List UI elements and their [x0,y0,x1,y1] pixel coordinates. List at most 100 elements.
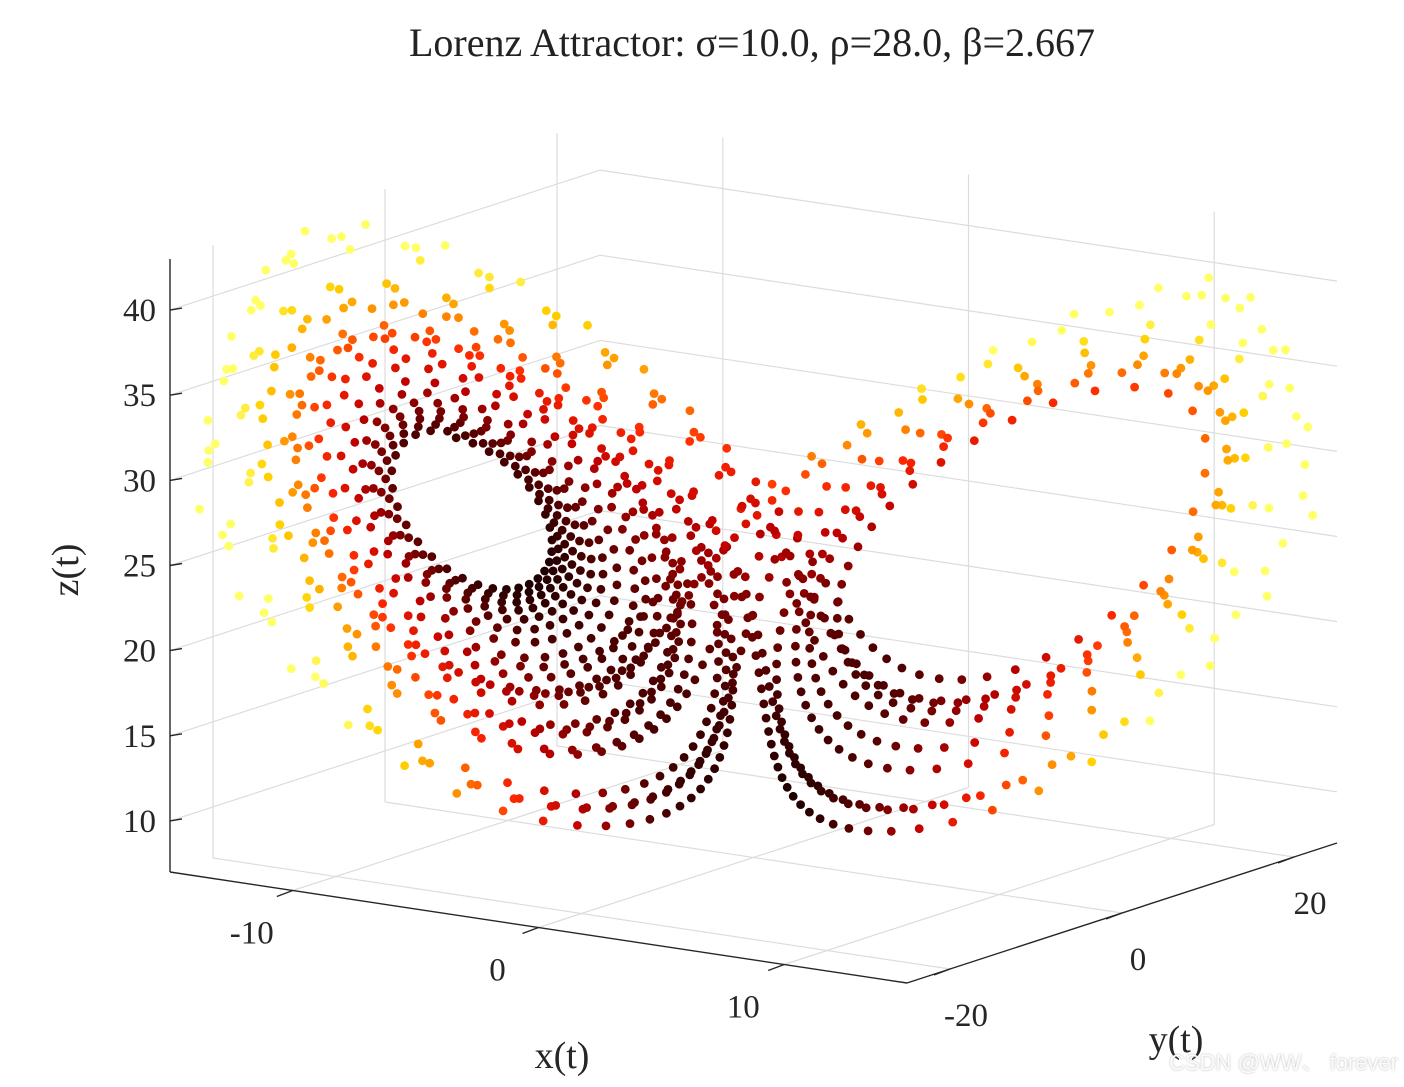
scatter-point [795,572,804,581]
scatter-point [1136,670,1145,679]
scatter-point [543,397,552,406]
scatter-point [566,532,575,541]
scatter-point [558,565,567,574]
scatter-point [393,665,402,674]
scatter-point [552,556,561,565]
scatter-point [890,689,899,698]
scatter-point [754,631,763,640]
scatter-point [516,662,525,671]
scatter-point [475,351,484,360]
scatter-point [738,502,747,511]
scatter-point [939,442,948,451]
scatter-point [450,394,459,403]
z-tick-mark [170,649,182,651]
scatter-point [551,432,560,441]
scatter-point [1007,705,1016,714]
scatter-point [855,512,864,521]
scatter-point [585,538,594,547]
scatter-point [315,366,324,375]
scatter-point [1002,781,1011,790]
scatter-point [576,688,585,697]
scatter-point [887,827,896,836]
scatter-point [765,573,774,582]
scatter-point [286,390,295,399]
scatter-point [531,638,540,647]
scatter-point [1261,567,1270,576]
scatter-point [348,652,357,661]
scatter-point [722,666,731,675]
scatter-point [402,521,411,530]
scatter-point [288,306,297,315]
scatter-point [424,365,433,374]
scatter-point [566,669,575,678]
scatter-point [818,459,827,468]
scatter-point [452,789,461,798]
scatter-point [684,591,693,600]
scatter-point [558,526,567,535]
scatter-point [864,759,873,768]
scatter-point [354,494,363,503]
scatter-point [686,406,695,415]
scatter-point [834,597,843,606]
scatter-point [697,543,706,552]
scatter-point [319,679,328,688]
scatter-point [459,413,468,422]
scatter-point [684,517,693,526]
scatter-point [569,416,578,425]
scatter-point [426,592,435,601]
scatter-point [766,523,775,532]
scatter-point [1238,339,1247,348]
scatter-point [648,511,657,520]
scatter-point [648,553,657,562]
scatter-point [805,808,814,817]
scatter-point [610,596,619,605]
scatter-point [1130,611,1139,620]
scatter-point [505,719,514,728]
scatter-point [1083,650,1092,659]
scatter-point [461,763,470,772]
scatter-point [703,746,712,755]
scatter-point [568,439,577,448]
scatter-point [492,390,501,399]
scatter-point [858,455,867,464]
scatter-point [768,697,777,706]
scatter-point [525,580,534,589]
scatter-point [541,653,550,662]
scatter-point [372,642,381,651]
scatter-point [401,377,410,386]
scatter-point [552,352,561,361]
scatter-point [794,531,803,540]
scatter-point [389,589,398,598]
scatter-point [806,593,815,602]
scatter-point [772,711,781,720]
scatter-point [329,513,338,522]
scatter-point [1188,406,1197,415]
scatter-point [414,422,423,431]
scatter-point [582,803,591,812]
scatter-point [680,670,689,679]
scatter-point [899,803,908,812]
z-tick-labels: 10152025303540 [123,293,156,840]
scatter-point [393,689,402,698]
scatter-point [472,643,481,652]
scatter-point [607,666,616,675]
scatter-point [375,384,384,393]
scatter-point [617,428,626,437]
scatter-point [471,728,480,737]
z-tick-label: 10 [123,804,156,840]
scatter-point [759,700,768,709]
scatter-point [773,643,782,652]
scatter-point [398,390,407,399]
scatter-point [742,629,751,638]
scatter-point [1227,504,1236,513]
scatter-point [641,595,650,604]
scatter-point [515,366,524,375]
scatter-point [833,614,842,623]
scatter-point [627,435,636,444]
scatter-point [1230,567,1239,576]
scatter-point [753,511,762,520]
scatter-point [222,365,231,374]
scatter-point [597,747,606,756]
scatter-point [1120,717,1129,726]
scatter-point [524,475,533,484]
